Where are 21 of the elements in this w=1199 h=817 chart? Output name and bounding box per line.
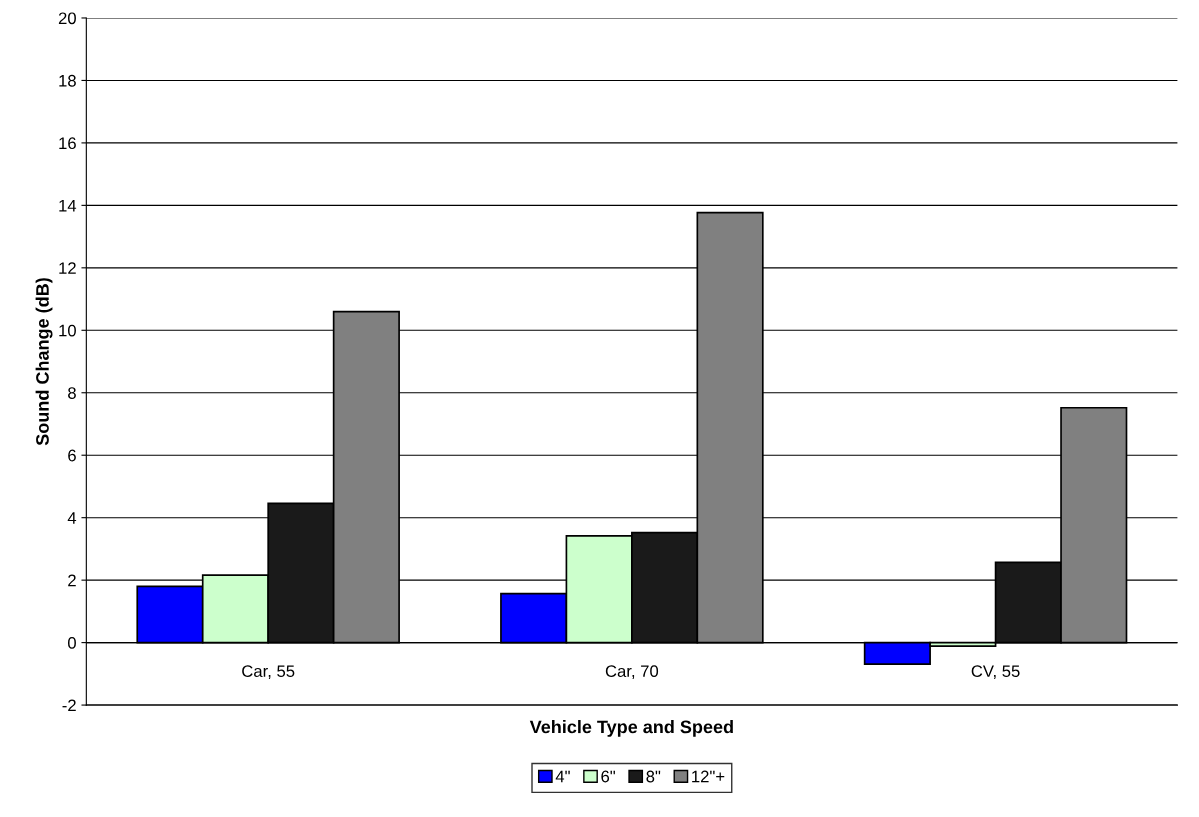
y-tick-label: 4 (67, 512, 77, 524)
y-tick-label: 6 (68, 449, 76, 462)
y-tick-label: 0 (67, 637, 76, 649)
x-tick-label: CV, 55 (971, 665, 1020, 679)
y-tick-label: 12 (59, 262, 76, 274)
y-tick-label: 14 (59, 199, 77, 212)
x-tick-label: Car, 55 (242, 665, 295, 679)
x-tick-label: Car, 70 (605, 665, 659, 679)
x-axis-title: Vehicle Type and Speed (529, 720, 733, 737)
legend-label: 6" (601, 770, 615, 783)
y-tick-label: 16 (59, 137, 76, 150)
y-tick-label: 10 (59, 324, 76, 337)
y-tick-label: 20 (58, 12, 76, 25)
y-tick-label: 8 (68, 387, 76, 399)
legend-label: 12"+ (692, 770, 725, 783)
legend-label: 8" (646, 770, 661, 783)
legend-label: 4" (555, 770, 570, 783)
y-tick-label: -2 (62, 699, 76, 712)
y-tick-label: 2 (68, 574, 76, 587)
y-axis-title: Sound Change (dB) (35, 278, 53, 446)
y-tick-label: 18 (59, 74, 76, 87)
